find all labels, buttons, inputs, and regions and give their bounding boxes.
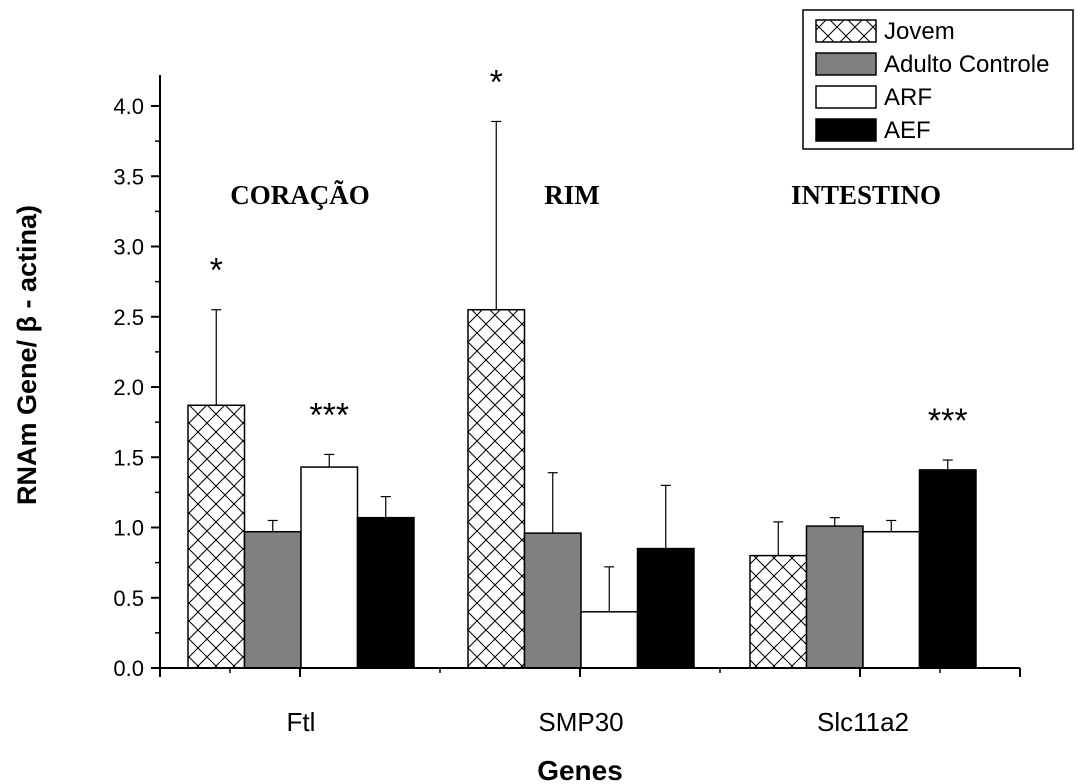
significance-marker: *** — [309, 396, 349, 434]
bar-arf-slc11a2 — [862, 530, 921, 669]
y-tick-label: 3.0 — [113, 235, 144, 260]
y-tick-label: 0.5 — [113, 586, 144, 611]
legend-label-adulto-controle: Adulto Controle — [884, 51, 1049, 78]
y-tick-label: 2.0 — [113, 375, 144, 400]
legend-label-arf: ARF — [884, 84, 932, 111]
bar-adulto-controle-slc11a2 — [805, 525, 864, 669]
y-tick-label: 0.0 — [113, 656, 144, 681]
x-tick-label-ftl: Ftl — [287, 707, 316, 737]
legend-label-jovem: Jovem — [884, 18, 955, 45]
y-tick-label: 1.5 — [113, 445, 144, 470]
y-tick-label: 2.5 — [113, 305, 144, 330]
y-tick-label: 4.0 — [113, 94, 144, 119]
bar-jovem-smp30 — [467, 308, 526, 669]
bar-aef-slc11a2 — [918, 469, 977, 669]
legend-swatch-jovem — [815, 19, 877, 43]
legend-swatch-aef — [815, 118, 877, 142]
legend-swatch-arf — [815, 85, 877, 109]
bar-aef-smp30 — [636, 547, 695, 669]
x-axis-title: Genes — [537, 755, 623, 784]
legend-label-aef: AEF — [884, 117, 931, 144]
x-tick-label-slc11a2: Slc11a2 — [817, 707, 909, 737]
significance-marker: * — [210, 252, 223, 290]
bar-aef-ftl — [356, 516, 415, 669]
group-label-3: INTESTINO — [791, 180, 941, 210]
bar-adulto-controle-smp30 — [523, 532, 582, 669]
significance-marker: *** — [928, 402, 968, 440]
y-tick-label: 3.5 — [113, 164, 144, 189]
bar-jovem-ftl — [187, 404, 246, 669]
bar-jovem-slc11a2 — [749, 554, 808, 669]
y-axis-title: RNAm Gene/ β - actina) — [12, 205, 42, 505]
bar-arf-smp30 — [580, 611, 639, 669]
group-label-2: RIM — [544, 180, 600, 210]
significance-marker: * — [490, 63, 503, 101]
bar-adulto-controle-ftl — [243, 530, 302, 669]
legend-swatch-adulto-controle — [815, 52, 877, 76]
y-tick-label: 1.0 — [113, 516, 144, 541]
x-tick-label-smp30: SMP30 — [538, 707, 623, 737]
group-label-1: CORAÇÃO — [230, 180, 370, 210]
bar-arf-ftl — [300, 466, 359, 669]
